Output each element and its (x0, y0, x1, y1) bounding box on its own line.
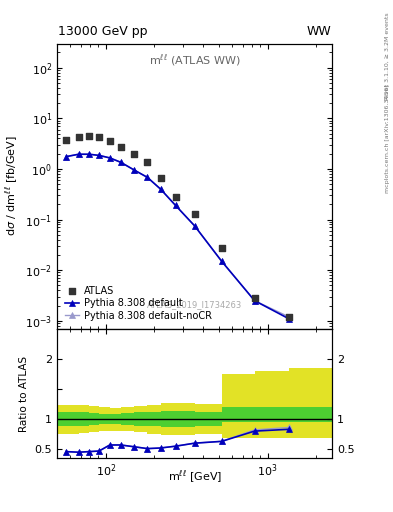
ATLAS (75, 133, 82, 141)
Pythia 8.308 default (173, 202, 178, 208)
Pythia 8.308 default-noCR (107, 155, 112, 161)
Pythia 8.308 default-noCR (119, 159, 123, 165)
Text: m$^{\ell\ell}$ (ATLAS WW): m$^{\ell\ell}$ (ATLAS WW) (149, 52, 241, 68)
Pythia 8.308 default (87, 151, 92, 157)
ATLAS (173, 193, 179, 201)
Y-axis label: Ratio to ATLAS: Ratio to ATLAS (19, 355, 29, 432)
Pythia 8.308 default-noCR (158, 186, 163, 192)
Text: ATLAS_2019_I1734263: ATLAS_2019_I1734263 (147, 300, 242, 309)
Pythia 8.308 default (286, 315, 291, 322)
Pythia 8.308 default (158, 186, 163, 192)
Pythia 8.308 default-noCR (87, 151, 92, 157)
Pythia 8.308 default-noCR (132, 167, 137, 173)
Pythia 8.308 default-noCR (219, 258, 224, 264)
Pythia 8.308 default-noCR (64, 154, 68, 160)
ATLAS (96, 133, 102, 141)
ATLAS (131, 150, 138, 158)
Pythia 8.308 default (219, 258, 224, 264)
ATLAS (191, 210, 198, 218)
Pythia 8.308 default-noCR (252, 297, 257, 304)
ATLAS (219, 243, 225, 251)
Pythia 8.308 default (119, 159, 123, 165)
Pythia 8.308 default (252, 297, 257, 304)
ATLAS (144, 157, 151, 165)
Text: mcplots.cern.ch [arXiv:1306.3436]: mcplots.cern.ch [arXiv:1306.3436] (385, 84, 389, 193)
Pythia 8.308 default (76, 151, 81, 157)
Text: $10^3$: $10^3$ (257, 463, 278, 479)
ATLAS (107, 137, 113, 145)
Pythia 8.308 default-noCR (76, 151, 81, 157)
Pythia 8.308 default (145, 174, 150, 180)
Legend: ATLAS, Pythia 8.308 default, Pythia 8.308 default-noCR: ATLAS, Pythia 8.308 default, Pythia 8.30… (62, 283, 215, 324)
ATLAS (118, 143, 124, 151)
Pythia 8.308 default-noCR (286, 314, 291, 320)
Text: $10^2$: $10^2$ (95, 463, 116, 479)
Line: Pythia 8.308 default-noCR: Pythia 8.308 default-noCR (63, 152, 292, 319)
Pythia 8.308 default (107, 155, 112, 161)
Text: Rivet 3.1.10, ≥ 3.2M events: Rivet 3.1.10, ≥ 3.2M events (385, 12, 389, 100)
Text: WW: WW (307, 26, 331, 38)
ATLAS (252, 294, 258, 302)
Pythia 8.308 default (192, 223, 197, 229)
Y-axis label: d$\sigma$ / dm$^{\ell\ell}$ [fb/GeV]: d$\sigma$ / dm$^{\ell\ell}$ [fb/GeV] (3, 136, 20, 237)
ATLAS (86, 132, 92, 140)
Text: 13000 GeV pp: 13000 GeV pp (58, 26, 148, 38)
Pythia 8.308 default-noCR (97, 153, 101, 159)
Pythia 8.308 default (97, 153, 101, 159)
Pythia 8.308 default-noCR (145, 174, 150, 180)
Pythia 8.308 default (132, 167, 137, 173)
Pythia 8.308 default-noCR (173, 202, 178, 208)
Pythia 8.308 default (64, 154, 68, 160)
X-axis label: m$^{\ell\ell}$ [GeV]: m$^{\ell\ell}$ [GeV] (167, 468, 222, 485)
ATLAS (63, 136, 69, 144)
Pythia 8.308 default-noCR (192, 223, 197, 229)
ATLAS (157, 174, 163, 182)
Line: Pythia 8.308 default: Pythia 8.308 default (63, 151, 292, 322)
ATLAS (286, 313, 292, 321)
